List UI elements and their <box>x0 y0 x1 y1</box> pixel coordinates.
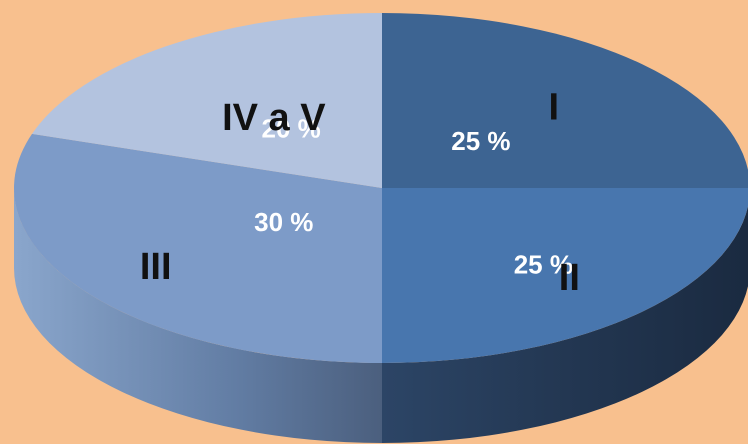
pie-slice-1 <box>382 13 748 188</box>
pie-slice-3 <box>13 133 382 363</box>
pie-top-face <box>13 13 748 363</box>
slice-value-label: 20 % <box>262 114 321 144</box>
pie-side-wall <box>14 188 748 443</box>
slice-value-label: 25 % <box>451 126 510 156</box>
slice-category-label: I <box>548 86 559 128</box>
slice-value-label: 25 % <box>514 250 573 280</box>
pie-slice-4 <box>32 13 383 188</box>
side-wall-right <box>382 205 748 443</box>
slice-value-label: 30 % <box>254 207 313 237</box>
slice-category-label: IV a V <box>222 97 326 139</box>
slice-category-label: III <box>140 246 172 288</box>
pie-slice-2 <box>382 188 748 363</box>
slice-category-label: II <box>559 257 580 299</box>
side-wall-left <box>14 188 382 443</box>
